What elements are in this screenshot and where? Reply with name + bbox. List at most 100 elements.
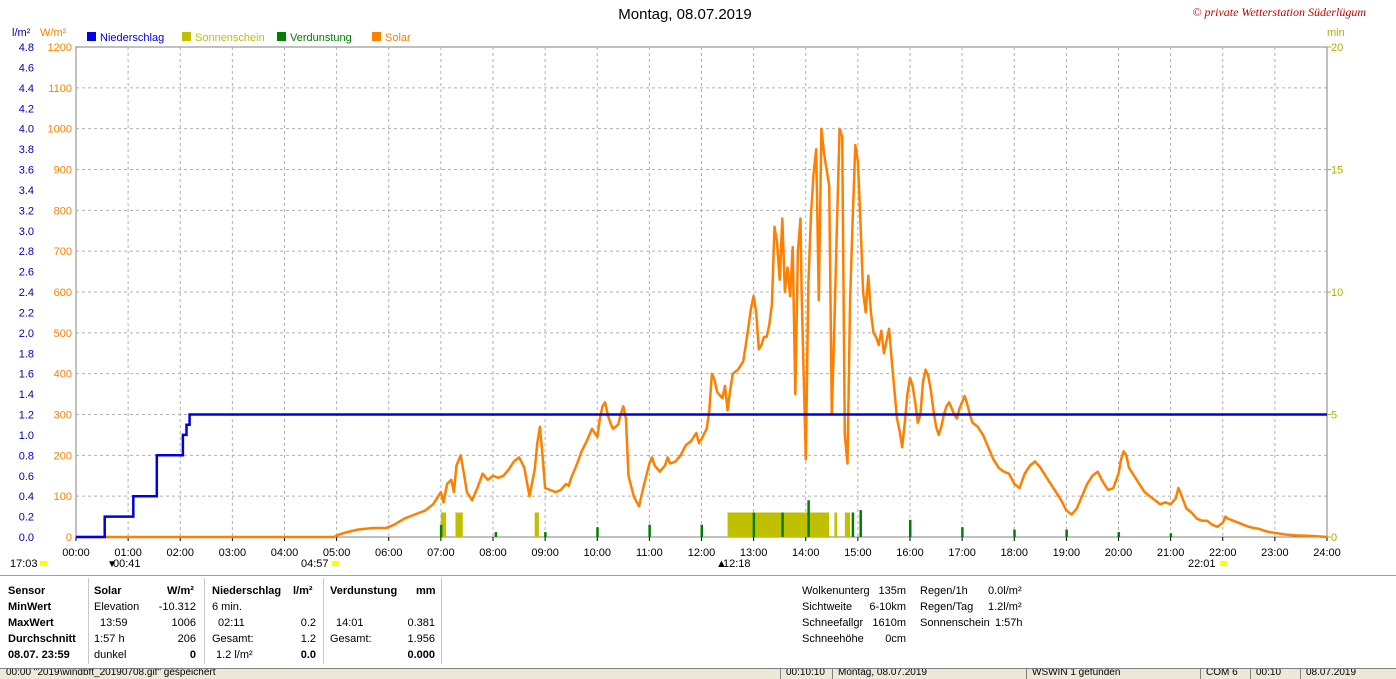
solar-label: dunkel (94, 649, 127, 661)
stats-panel: Sensor MinWert MaxWert Durchschnitt 08.0… (0, 575, 1396, 668)
niederschlag-unit: l/m² (293, 585, 313, 597)
panel-divider (88, 578, 89, 664)
precip-tick-label: 3.8 (19, 144, 34, 156)
status-clock: 00:10 (1256, 668, 1282, 678)
precip-tick-label: 3.2 (19, 205, 34, 217)
evaporation-bar (851, 512, 855, 537)
wolken-label: Wolkenunterg (802, 585, 870, 597)
wolken-label: Schneehöhe (802, 633, 864, 645)
regen-label: Regen/Tag (920, 601, 974, 613)
x-tick-label: 05:00 (323, 547, 351, 559)
marker-sunset: 22:01 (1188, 558, 1216, 570)
solar-value: -10.312 (158, 601, 196, 613)
verdunstung-header: Verdunstung (330, 585, 398, 597)
sunshine-bar (455, 512, 463, 537)
x-tick-label: 22:00 (1209, 547, 1237, 559)
niederschlag-value: 0.2 (300, 617, 316, 629)
status-port: COM 6 (1206, 668, 1238, 678)
evaporation-bar (781, 512, 784, 537)
solar-tick-label: 700 (54, 246, 72, 258)
precip-tick-label: 4.6 (19, 62, 34, 74)
minutes-tick-label: 20 (1331, 42, 1343, 54)
precip-tick-label: 3.6 (19, 165, 34, 177)
precip-tick-label: 0.4 (19, 491, 34, 503)
solar-tick-label: 1100 (48, 83, 72, 95)
wolken-value: 0cm (885, 633, 906, 645)
solar-tick-label: 600 (54, 287, 72, 299)
solar-tick-label: 0 (66, 532, 72, 544)
copyright-text: © private Wetterstation Süderlügum (1192, 5, 1366, 19)
x-tick-label: 14:00 (792, 547, 820, 559)
noon-marker-icon: ▲ (716, 558, 727, 570)
sunshine-bar (534, 512, 539, 537)
evaporation-bar (1169, 533, 1173, 537)
wolken-value: 135m (878, 585, 906, 597)
x-tick-label: 12:00 (688, 547, 716, 559)
precip-tick-label: 4.0 (19, 124, 34, 136)
x-tick-label: 03:00 (219, 547, 247, 559)
x-tick-label: 08:00 (479, 547, 507, 559)
marker-sunrise: 04:57 (301, 558, 329, 570)
solar-tick-label: 200 (54, 450, 72, 462)
x-tick-label: 21:00 (1157, 547, 1185, 559)
status-date: Montag, 08.07.2019 (838, 668, 927, 678)
evaporation-bar (909, 519, 912, 537)
x-tick-label: 20:00 (1105, 547, 1133, 559)
status-date2: 08.07.2019 (1306, 668, 1357, 678)
rain-marker-icon: ▼ (107, 559, 117, 570)
x-tick-label: 06:00 (375, 547, 403, 559)
x-tick-label: 19:00 (1053, 547, 1081, 559)
panel-divider (204, 578, 205, 664)
sensor-row: MinWert (8, 601, 52, 613)
status-device: WSWIN 1 gefunden (1032, 668, 1121, 678)
solar-tick-label: 400 (54, 369, 72, 381)
regen-value: 1.2l/m² (988, 601, 1022, 613)
x-tick-label: 15:00 (844, 547, 872, 559)
legend-label: Sonnenschein (195, 32, 265, 44)
solar-tick-label: 1000 (48, 124, 72, 136)
precip-tick-label: 1.2 (19, 410, 34, 422)
evaporation-bar (494, 532, 498, 537)
precip-tick-label: 1.6 (19, 369, 34, 381)
marker-rain-start: 00:41 (113, 558, 141, 570)
regen-label: Sonnenschein (920, 617, 990, 629)
legend-swatch (277, 32, 286, 41)
precip-tick-label: 0.0 (19, 532, 34, 544)
precip-tick-label: 2.6 (19, 267, 34, 279)
precip-tick-label: 0.2 (19, 512, 34, 524)
panel-divider (441, 578, 442, 664)
solar-label: Elevation (94, 601, 140, 613)
wolken-label: Sichtweite (802, 601, 853, 613)
status-time: 00:10:10 (786, 668, 825, 678)
precip-unit-label: l/m² (12, 27, 31, 39)
panel-divider (323, 578, 324, 664)
x-tick-label: 09:00 (531, 547, 559, 559)
solar-unit-label: W/m² (40, 27, 67, 39)
niederschlag-value: 1.2 (300, 633, 316, 645)
precip-tick-label: 3.0 (19, 226, 34, 238)
verdunstung-unit: mm (416, 585, 436, 597)
legend-swatch (87, 32, 96, 41)
x-tick-label: 10:00 (583, 547, 611, 559)
regen-label: Regen/1h (920, 585, 968, 597)
sun-marker-icon (40, 561, 47, 566)
x-tick-label: 01:00 (114, 547, 142, 559)
precip-tick-label: 3.4 (19, 185, 34, 197)
precip-tick-label: 2.2 (19, 307, 34, 319)
verdunstung-value: 0.381 (407, 617, 435, 629)
evaporation-bar (648, 524, 651, 537)
x-tick-label: 04:00 (271, 547, 299, 559)
evaporation-bar (700, 524, 703, 537)
evaporation-bar (1013, 529, 1016, 537)
evaporation-bar (961, 527, 964, 537)
solar-value: 0 (189, 649, 196, 661)
precip-tick-label: 2.4 (19, 287, 34, 299)
precip-tick-label: 1.0 (19, 430, 34, 442)
solar-value: 1006 (171, 617, 196, 629)
status-divider (780, 669, 781, 679)
x-tick-label: 07:00 (427, 547, 455, 559)
evaporation-bar (596, 527, 599, 537)
x-tick-label: 18:00 (1000, 547, 1028, 559)
status-bar: 00:00 "2019\windbft_20190708.gif" gespei… (0, 668, 1396, 679)
niederschlag-label: 6 min. (212, 601, 242, 613)
